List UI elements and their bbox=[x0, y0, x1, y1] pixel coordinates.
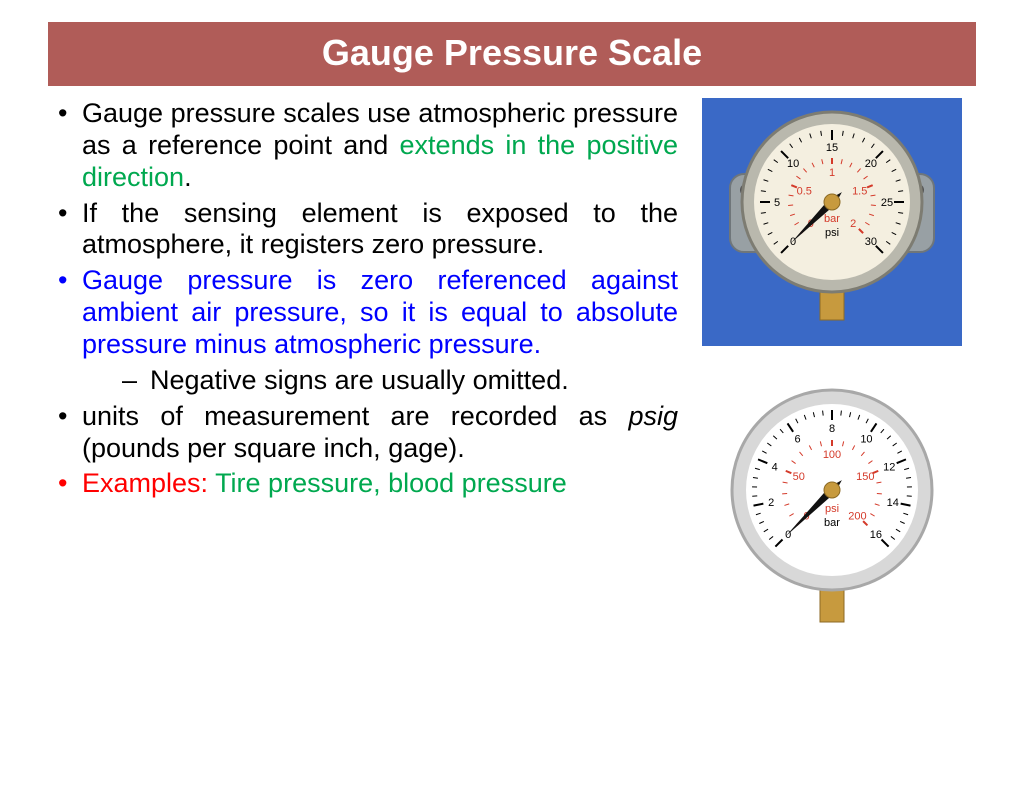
svg-text:4: 4 bbox=[772, 461, 778, 473]
text-column: Gauge pressure scales use atmospheric pr… bbox=[48, 98, 688, 634]
bullet-3-text: Gauge pressure is zero referenced agains… bbox=[82, 265, 678, 359]
image-column: 051015202530 00.511.52 bar psi 02468101 bbox=[688, 98, 976, 634]
svg-text:12: 12 bbox=[883, 461, 895, 473]
bullet-2-text: If the sensing element is exposed to the… bbox=[82, 198, 678, 260]
svg-text:0: 0 bbox=[785, 529, 791, 541]
bullet-2: If the sensing element is exposed to the… bbox=[82, 198, 678, 262]
svg-text:14: 14 bbox=[887, 497, 899, 509]
bullet-5: Examples: Tire pressure, blood pressure bbox=[82, 468, 678, 500]
svg-text:8: 8 bbox=[829, 423, 835, 435]
svg-text:16: 16 bbox=[870, 529, 882, 541]
svg-text:0: 0 bbox=[790, 236, 796, 248]
pressure-gauge-icon: 0246810121416 050100150200 psi bar bbox=[712, 380, 952, 640]
bullet-4-text-a: units of measurement are recorded as bbox=[82, 401, 628, 431]
gauge2-unit-top: psi bbox=[825, 503, 839, 515]
sub-bullet-1-text: Negative signs are usually omitted. bbox=[150, 365, 569, 395]
svg-text:30: 30 bbox=[865, 236, 877, 248]
svg-text:150: 150 bbox=[856, 471, 874, 483]
svg-text:200: 200 bbox=[848, 510, 866, 522]
svg-text:10: 10 bbox=[860, 433, 872, 445]
bullet-1-text-c: . bbox=[184, 162, 192, 192]
gauge-image-2: 0246810121416 050100150200 psi bar bbox=[702, 386, 962, 634]
bullet-5-examples: Tire pressure, blood pressure bbox=[215, 468, 567, 498]
svg-text:20: 20 bbox=[865, 158, 877, 170]
svg-text:10: 10 bbox=[787, 158, 799, 170]
bullet-5-label: Examples: bbox=[82, 468, 215, 498]
svg-text:2: 2 bbox=[768, 497, 774, 509]
bullet-list: Gauge pressure scales use atmospheric pr… bbox=[48, 98, 678, 500]
gauge-image-1: 051015202530 00.511.52 bar psi bbox=[702, 98, 962, 346]
gauge1-unit-top: bar bbox=[824, 213, 840, 225]
svg-text:100: 100 bbox=[823, 449, 841, 461]
sub-bullet-1: Negative signs are usually omitted. bbox=[116, 365, 678, 397]
svg-text:25: 25 bbox=[881, 197, 893, 209]
svg-text:50: 50 bbox=[793, 471, 805, 483]
pressure-gauge-icon: 051015202530 00.511.52 bar psi bbox=[712, 102, 952, 342]
bullet-4-text-c: (pounds per square inch, gage). bbox=[82, 433, 465, 463]
bullet-4: units of measurement are recorded as psi… bbox=[82, 401, 678, 465]
gauge2-unit-bottom: bar bbox=[824, 517, 840, 529]
bullet-3: Gauge pressure is zero referenced agains… bbox=[82, 265, 678, 361]
svg-text:1: 1 bbox=[829, 167, 835, 179]
svg-text:1.5: 1.5 bbox=[852, 186, 867, 198]
svg-text:6: 6 bbox=[794, 433, 800, 445]
gauge1-unit-bottom: psi bbox=[825, 227, 839, 239]
slide-title: Gauge Pressure Scale bbox=[48, 22, 976, 86]
svg-text:15: 15 bbox=[826, 142, 838, 154]
svg-text:2: 2 bbox=[850, 218, 856, 230]
bullet-1: Gauge pressure scales use atmospheric pr… bbox=[82, 98, 678, 194]
svg-text:5: 5 bbox=[774, 197, 780, 209]
svg-text:0.5: 0.5 bbox=[797, 186, 812, 198]
bullet-4-text-b: psig bbox=[628, 401, 678, 431]
slide-body: Gauge pressure scales use atmospheric pr… bbox=[48, 98, 976, 634]
